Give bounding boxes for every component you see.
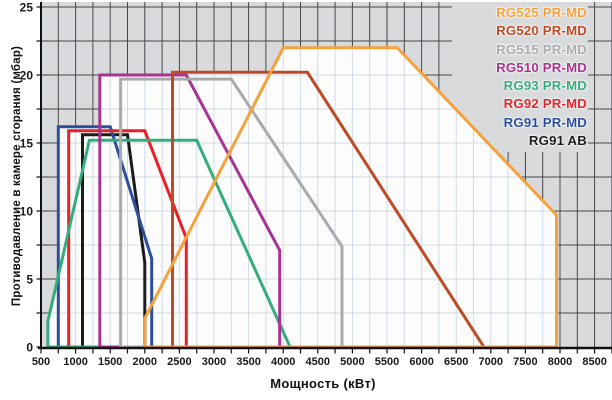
y-tick-label: 5: [26, 273, 33, 287]
tick-marks: [36, 6, 612, 354]
x-tick-labels: 500 1000 1500 2000 2500 3000 3500 4000 4500 5000 5…: [32, 356, 607, 368]
axes: [38, 2, 612, 350]
x-axis-title: Мощность (кВт): [270, 376, 376, 391]
y-axis-title: Противодавление в камере сгорания (мбар): [11, 45, 23, 307]
legend-item-rg91-pr-md: RG91 PR-MD: [503, 114, 587, 130]
x-tick-label: 2000: [133, 356, 157, 368]
y-tick-label: 20: [20, 69, 34, 83]
x-tick-label: 6000: [409, 356, 433, 368]
y-tick-labels: 0 5 10 15 20 25: [20, 1, 34, 355]
x-tick-label: 6500: [444, 356, 468, 368]
legend-item-rg92-pr-md: RG92 PR-MD: [503, 96, 587, 112]
y-tick-label: 0: [26, 341, 33, 355]
legend-item-rg91-ab: RG91 AB: [528, 133, 587, 149]
x-tick-label: 5500: [375, 356, 399, 368]
x-tick-label: 3500: [236, 356, 260, 368]
legend-item-rg520-pr-md: RG520 PR-MD: [496, 23, 587, 39]
x-tick-label: 7000: [479, 356, 503, 368]
y-tick-label: 25: [20, 1, 34, 15]
x-tick-label: 8000: [548, 356, 572, 368]
legend-item-rg515-pr-md: RG515 PR-MD: [496, 41, 587, 57]
x-tick-label: 1500: [98, 356, 122, 368]
legend-item-rg510-pr-md: RG510 PR-MD: [496, 59, 587, 75]
x-tick-label: 500: [32, 356, 50, 368]
x-tick-label: 3000: [202, 356, 226, 368]
x-tick-label: 5000: [340, 356, 364, 368]
x-tick-label: 4500: [306, 356, 330, 368]
x-tick-label: 1000: [63, 356, 87, 368]
y-tick-label: 15: [20, 137, 34, 151]
x-tick-label: 2500: [167, 356, 191, 368]
x-tick-label: 7500: [513, 356, 537, 368]
legend-item-rg525-pr-md: RG525 PR-MD: [496, 5, 587, 20]
y-tick-label: 10: [20, 205, 34, 219]
legend: RG525 PR-MD RG520 PR-MD RG515 PR-MD RG510 P…: [427, 4, 587, 150]
legend-item-rg93-pr-md: RG93 PR-MD: [503, 78, 587, 94]
x-tick-label: 4000: [271, 356, 295, 368]
x-tick-label: 8500: [582, 356, 606, 368]
